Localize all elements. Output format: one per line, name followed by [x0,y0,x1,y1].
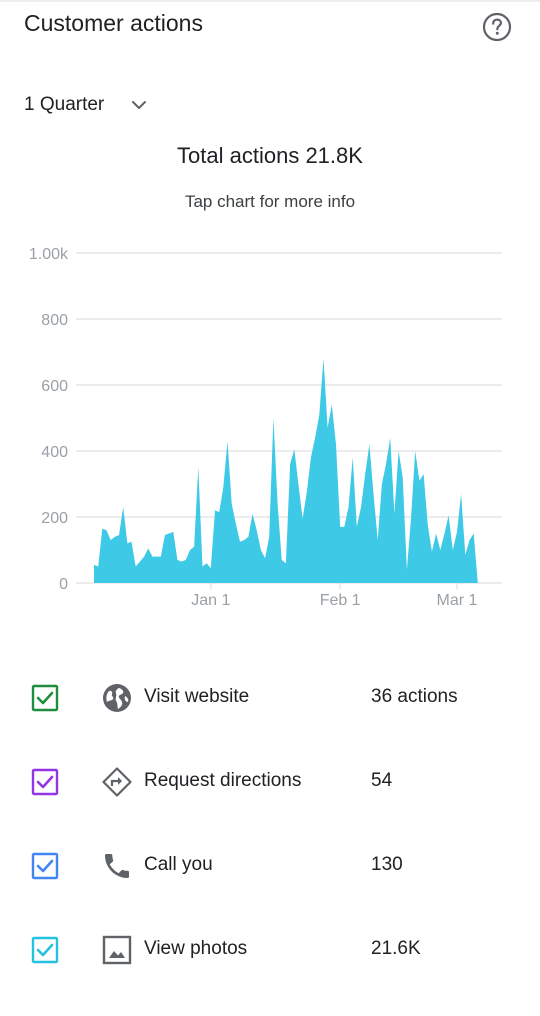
y-tick-label: 1.00k [29,246,69,263]
request-directions-value: 54 [371,770,393,791]
visit-website-checkbox[interactable] [31,684,59,712]
period-selector[interactable]: 1 Quarter [24,92,148,118]
actions-chart[interactable]: 0 200 400 600 800 1.00k Jan 1 Feb 1 Mar 1 [0,235,540,615]
y-tick-label: 0 [59,576,68,593]
call-you-checkbox[interactable] [31,852,59,880]
help-circle-icon[interactable] [482,12,512,42]
total-actions: Total actions 21.8K [177,143,363,168]
request-directions-checkbox[interactable] [31,768,59,796]
visit-website-label: Visit website [144,686,250,707]
phone-icon [105,854,129,878]
legend-row-call-you[interactable]: Call you 130 [0,824,540,908]
visit-website-value: 36 actions [371,686,458,707]
x-tick-label: Feb 1 [320,592,361,609]
call-you-value: 130 [371,854,403,875]
call-you-label: Call you [144,854,213,875]
actions-area-series [94,358,478,583]
request-directions-label: Request directions [144,770,302,791]
globe-icon [103,684,131,712]
y-tick-label: 200 [41,510,68,527]
view-photos-value: 21.6K [371,938,421,959]
legend-row-request-directions[interactable]: Request directions 54 [0,740,540,824]
period-label: 1 Quarter [24,94,105,115]
y-tick-label: 800 [41,312,68,329]
y-tick-label: 600 [41,378,68,395]
photo-icon [102,935,132,965]
chevron-down-icon [132,101,147,109]
view-photos-label: View photos [144,938,248,959]
page-title: Customer actions [24,10,203,36]
directions-icon [102,767,132,797]
x-tick-label: Mar 1 [437,592,478,609]
legend-row-visit-website[interactable]: Visit website 36 actions [0,656,540,740]
top-divider [0,0,540,2]
legend-row-view-photos[interactable]: View photos 21.6K [0,908,540,992]
chart-hint: Tap chart for more info [184,192,356,211]
x-tick-label: Jan 1 [191,592,230,609]
y-tick-label: 400 [41,444,68,461]
view-photos-checkbox[interactable] [31,936,59,964]
